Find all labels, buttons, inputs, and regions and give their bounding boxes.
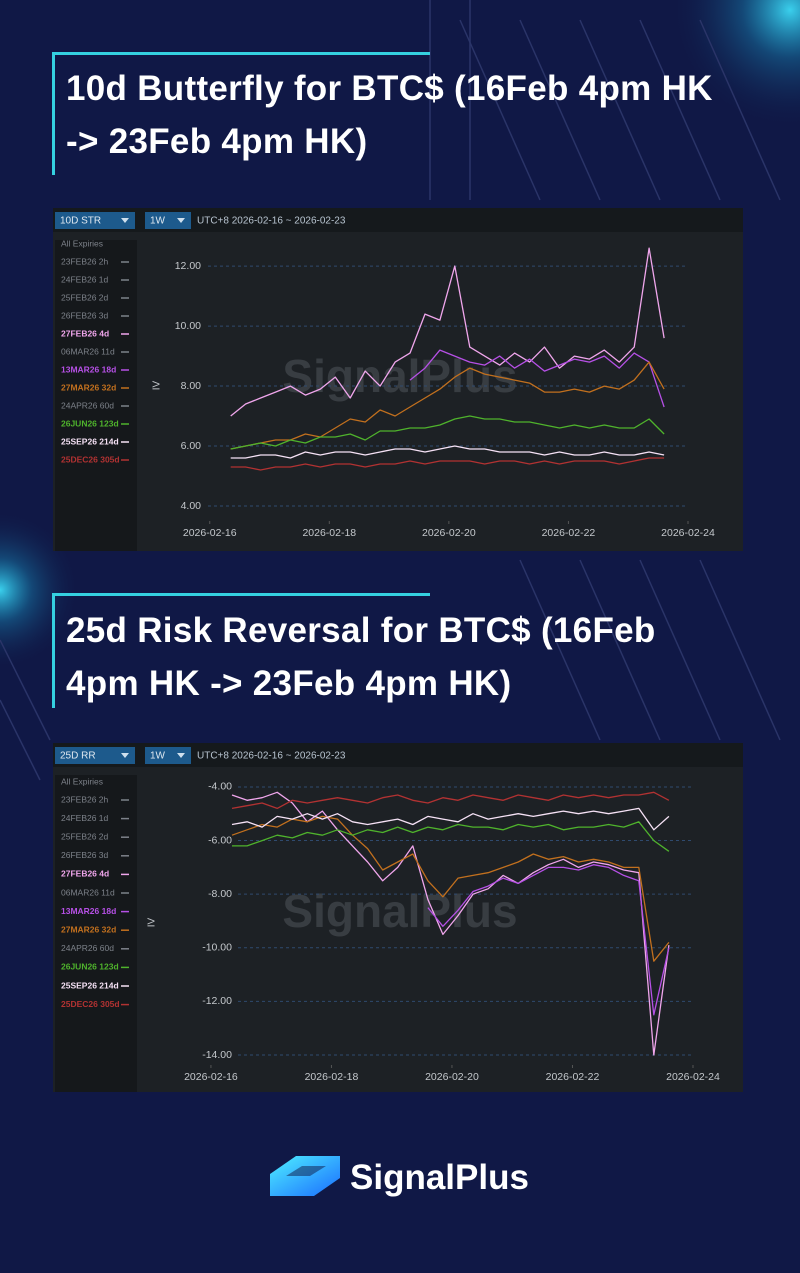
series-line	[232, 821, 670, 852]
legend-entry[interactable]: 06MAR26 11d	[61, 346, 115, 356]
legend-entry[interactable]: 27FEB26 4d	[61, 869, 109, 879]
x-tick-label: 2026-02-18	[302, 527, 356, 539]
chart-title: 25d Risk Reversal for BTC$ (16Feb 4pm HK…	[66, 611, 656, 703]
y-tick-label: 6.00	[181, 440, 202, 452]
brand-name: SignalPlus	[350, 1158, 529, 1197]
x-tick-label: 2026-02-16	[183, 527, 237, 539]
legend-entry[interactable]: 26JUN26 123d	[61, 418, 119, 428]
selector-label: 10D STR	[60, 216, 101, 227]
legend-entry[interactable]: 13MAR26 18d	[61, 906, 116, 916]
series-line	[231, 791, 670, 1056]
legend-panel	[55, 240, 137, 551]
y-tick-label: 12.00	[175, 260, 201, 272]
series-line	[427, 864, 670, 1016]
chart: 25D RR 1W UTC+8 2026-02-16 ~ 2026-02-23 Sig…	[53, 743, 743, 1092]
y-tick-label: 10.00	[175, 320, 201, 332]
legend-entry[interactable]: 25SEP26 214d	[61, 980, 119, 990]
y-tick-label: 8.00	[181, 380, 202, 392]
selector-dropdown[interactable]	[55, 212, 135, 229]
series-line	[230, 415, 665, 450]
legend-title: All Expiries	[61, 776, 103, 786]
x-tick-label: 2026-02-18	[305, 1071, 359, 1083]
chart-panel: 25D RR 1W UTC+8 2026-02-16 ~ 2026-02-23 Sig…	[53, 743, 743, 1092]
legend-panel	[55, 775, 137, 1092]
legend-entry[interactable]: 24APR26 60d	[61, 400, 114, 410]
series-line	[230, 361, 665, 450]
y-tick-label: -8.00	[208, 888, 232, 900]
legend-title: All Expiries	[61, 238, 103, 248]
period-label: 1W	[150, 751, 166, 762]
series-line	[230, 247, 665, 417]
dropdown-arrow	[121, 753, 129, 758]
range-label: UTC+8 2026-02-16 ~ 2026-02-23	[197, 751, 346, 762]
y-axis-label: IV	[152, 380, 163, 390]
watermark: SignalPlus	[282, 350, 517, 402]
legend-entry[interactable]: 25FEB26 2d	[61, 292, 109, 302]
y-tick-label: -14.00	[202, 1049, 232, 1061]
legend-entry[interactable]: 24FEB26 1d	[61, 274, 109, 284]
legend-entry[interactable]: 25SEP26 214d	[61, 436, 119, 446]
period-label: 1W	[150, 216, 166, 227]
chart: 10D STR 1W UTC+8 2026-02-16 ~ 2026-02-23 Si…	[53, 208, 743, 551]
legend-entry[interactable]: 25DEC26 305d	[61, 454, 120, 464]
x-tick-label: 2026-02-20	[425, 1071, 479, 1083]
selector-label: 25D RR	[60, 751, 96, 762]
dropdown-arrow	[177, 218, 185, 223]
series-line	[231, 815, 670, 962]
legend-entry[interactable]: 26FEB26 3d	[61, 310, 109, 320]
title-accent	[52, 52, 55, 175]
series-line	[409, 349, 665, 408]
range-label: UTC+8 2026-02-16 ~ 2026-02-23	[197, 216, 346, 227]
legend-entry[interactable]: 23FEB26 2h	[61, 794, 109, 804]
dropdown-arrow	[121, 218, 129, 223]
legend-entry[interactable]: 25DEC26 305d	[61, 999, 120, 1009]
y-tick-label: -6.00	[208, 834, 232, 846]
y-tick-label: -4.00	[208, 781, 232, 793]
x-tick-label: 2026-02-22	[542, 527, 596, 539]
period-dropdown[interactable]	[145, 212, 191, 229]
brand-logo	[270, 1156, 340, 1196]
legend-entry[interactable]: 23FEB26 2h	[61, 256, 109, 266]
title-accent	[52, 593, 430, 596]
series-line	[230, 457, 665, 471]
title-accent	[52, 52, 430, 55]
legend-entry[interactable]: 13MAR26 18d	[61, 364, 116, 374]
watermark: SignalPlus	[282, 885, 517, 937]
legend-entry[interactable]: 27FEB26 4d	[61, 328, 109, 338]
series-line	[231, 807, 670, 831]
selector-dropdown[interactable]	[55, 747, 135, 764]
title-accent	[52, 593, 55, 708]
legend-entry[interactable]: 27MAR26 32d	[61, 924, 116, 934]
dropdown-arrow	[177, 753, 185, 758]
x-tick-label: 2026-02-20	[422, 527, 476, 539]
x-tick-label: 2026-02-24	[666, 1071, 720, 1083]
legend-entry[interactable]: 25FEB26 2d	[61, 831, 109, 841]
x-tick-label: 2026-02-22	[546, 1071, 600, 1083]
chart-title: 10d Butterfly for BTC$ (16Feb 4pm HK -> …	[66, 69, 713, 161]
period-dropdown[interactable]	[145, 747, 191, 764]
series-line	[230, 445, 665, 459]
y-tick-label: 4.00	[181, 500, 202, 512]
legend-entry[interactable]: 24FEB26 1d	[61, 813, 109, 823]
x-tick-label: 2026-02-16	[184, 1071, 238, 1083]
legend-entry[interactable]: 26JUN26 123d	[61, 962, 119, 972]
legend-entry[interactable]: 26FEB26 3d	[61, 850, 109, 860]
legend-entry[interactable]: 27MAR26 32d	[61, 382, 116, 392]
y-axis-label: IV	[147, 917, 158, 927]
legend-entry[interactable]: 24APR26 60d	[61, 943, 114, 953]
series-line	[231, 791, 670, 810]
y-tick-label: -12.00	[202, 995, 232, 1007]
chart-panel: 10D STR 1W UTC+8 2026-02-16 ~ 2026-02-23 Si…	[53, 208, 743, 551]
legend-entry[interactable]: 06MAR26 11d	[61, 887, 115, 897]
y-tick-label: -10.00	[202, 942, 232, 954]
x-tick-label: 2026-02-24	[661, 527, 715, 539]
